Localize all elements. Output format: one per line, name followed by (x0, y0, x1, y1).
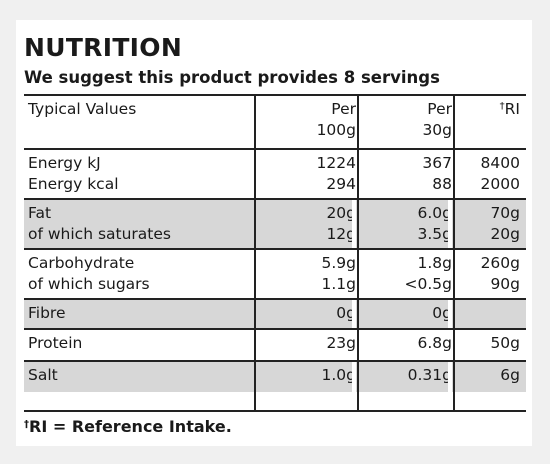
table-row-salt: Salt 1.0g 0.31g 6g (24, 362, 526, 392)
row-divider (24, 248, 526, 250)
table-header-row: Typical Values Per 100g Per 30g †RI (24, 96, 526, 148)
table-row-fibre: Fibre 0g 0g (24, 300, 526, 328)
row-divider (24, 298, 526, 300)
row-label: Energy kJ Energy kcal (28, 154, 119, 193)
row-divider (24, 360, 526, 362)
row-label: Carbohydrate of which sugars (28, 254, 150, 293)
header-per-100g: Per 100g (316, 100, 356, 139)
row-per100: 23g (326, 334, 356, 352)
row-per30: 6.8g (417, 334, 453, 352)
row-divider (24, 198, 526, 200)
row-label: Protein (28, 334, 83, 352)
column-gutter (352, 200, 356, 248)
servings-note: We suggest this product provides 8 servi… (24, 68, 440, 87)
row-per100: 1.0g (321, 366, 357, 384)
column-gutter (352, 300, 356, 328)
header-per-30g: Per 30g (422, 100, 452, 139)
row-label: Fat of which saturates (28, 204, 171, 243)
row-ri: 260g 90g (480, 254, 520, 293)
column-divider (453, 96, 455, 410)
row-label: Salt (28, 366, 58, 384)
footnote: †RI = Reference Intake. (24, 417, 232, 436)
row-ri: 6g (500, 366, 520, 384)
row-label: Fibre (28, 304, 66, 322)
row-divider (24, 148, 526, 150)
column-gutter (448, 200, 452, 248)
column-gutter (448, 362, 452, 392)
column-divider (357, 96, 359, 410)
header-reference-intake: †RI (499, 100, 520, 118)
table-row-carbohydrate: Carbohydrate of which sugars 5.9g 1.1g 1.8… (24, 250, 526, 298)
table-row-energy: Energy kJ Energy kcal 1224 294 367 88 8400 2… (24, 150, 526, 198)
row-per30: 367 88 (422, 154, 452, 193)
column-gutter (448, 300, 452, 328)
row-ri: 8400 2000 (480, 154, 520, 193)
row-per100: 20g 12g (326, 204, 356, 243)
row-per100: 0g (336, 304, 356, 322)
nutrition-table: Typical Values Per 100g Per 30g †RI Energy… (24, 94, 526, 412)
nutrition-label: NUTRITION We suggest this product provid… (16, 20, 532, 446)
row-per30: 1.8g <0.5g (404, 254, 452, 293)
row-per30: 0.31g (407, 366, 452, 384)
row-per30: 6.0g 3.5g (417, 204, 453, 243)
label-title: NUTRITION (24, 33, 183, 62)
row-per30: 0g (432, 304, 452, 322)
row-ri: 70g 20g (490, 204, 520, 243)
row-per100: 1224 294 (316, 154, 356, 193)
column-divider (254, 96, 256, 410)
header-typical-values: Typical Values (28, 100, 137, 118)
column-gutter (352, 362, 356, 392)
row-per100: 5.9g 1.1g (321, 254, 357, 293)
row-ri: 50g (490, 334, 520, 352)
table-row-fat: Fat of which saturates 20g 12g 6.0g 3.5g 70… (24, 200, 526, 248)
row-divider (24, 328, 526, 330)
table-row-protein: Protein 23g 6.8g 50g (24, 330, 526, 360)
